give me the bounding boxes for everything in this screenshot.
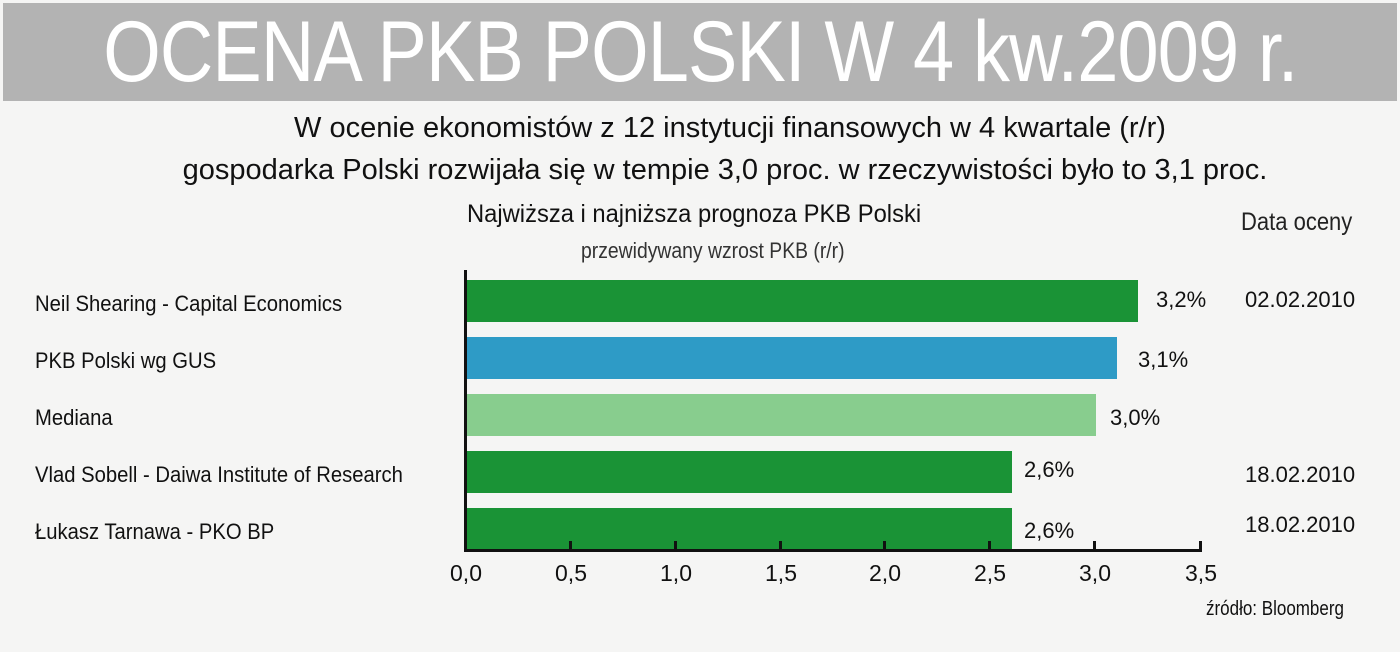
x-tick-label: 0,5: [555, 560, 587, 586]
x-tick: [779, 541, 782, 551]
x-tick: [1093, 541, 1096, 551]
chart-title: Najwiższa i najniższa prognoza PKB Polsk…: [467, 200, 922, 228]
date-label: 02.02.2010: [1245, 287, 1356, 312]
x-tick: [988, 541, 991, 551]
value-label: 3,0%: [1110, 405, 1161, 430]
x-tick-label: 1,0: [660, 560, 692, 586]
value-label: 3,2%: [1156, 287, 1207, 312]
x-tick: [1199, 541, 1202, 551]
x-tick-label: 3,0: [1079, 560, 1111, 586]
value-label: 2,6%: [1024, 518, 1075, 543]
x-tick-label: 1,5: [765, 560, 797, 586]
bar-neil-shearing: [467, 280, 1138, 322]
x-tick-label: 2,0: [869, 560, 901, 586]
category-label: Mediana: [35, 405, 113, 430]
x-tick-label: 3,5: [1185, 560, 1217, 586]
source-note: źródło: Bloomberg: [1206, 598, 1344, 620]
bar-lukasz-tarnawa: [467, 508, 1012, 550]
category-label: Łukasz Tarnawa - PKO BP: [35, 519, 275, 544]
category-label: PKB Polski wg GUS: [35, 348, 217, 373]
category-label: Vlad Sobell - Daiwa Institute of Researc…: [35, 462, 403, 487]
x-tick-label: 0,0: [450, 560, 482, 586]
x-tick: [674, 541, 677, 551]
summary-line-1: W ocenie ekonomistów z 12 instytucji fin…: [294, 112, 1166, 144]
x-tick: [464, 541, 467, 551]
bar-vlad-sobell: [467, 451, 1012, 493]
x-tick-label: 2,5: [974, 560, 1006, 586]
category-label: Neil Shearing - Capital Economics: [35, 291, 343, 316]
date-label: 18.02.2010: [1245, 512, 1356, 537]
value-label: 3,1%: [1138, 347, 1189, 372]
y-axis-line: [464, 270, 467, 552]
page-title: OCENA PKB POLSKI W 4 kw.2009 r.: [102, 4, 1298, 100]
x-tick: [569, 541, 572, 551]
date-column-header: Data oceny: [1241, 208, 1353, 236]
summary-line-2: gospodarka Polski rozwijała się w tempie…: [182, 154, 1268, 186]
bar-median: [467, 394, 1096, 436]
bar-gus: [467, 337, 1117, 379]
title-banner: OCENA PKB POLSKI W 4 kw.2009 r.: [3, 3, 1397, 101]
value-label: 2,6%: [1024, 457, 1075, 482]
chart-subtitle: przewidywany wzrost PKB (r/r): [581, 238, 845, 263]
x-axis-line: [464, 549, 1202, 552]
x-tick: [883, 541, 886, 551]
date-label: 18.02.2010: [1245, 462, 1356, 487]
